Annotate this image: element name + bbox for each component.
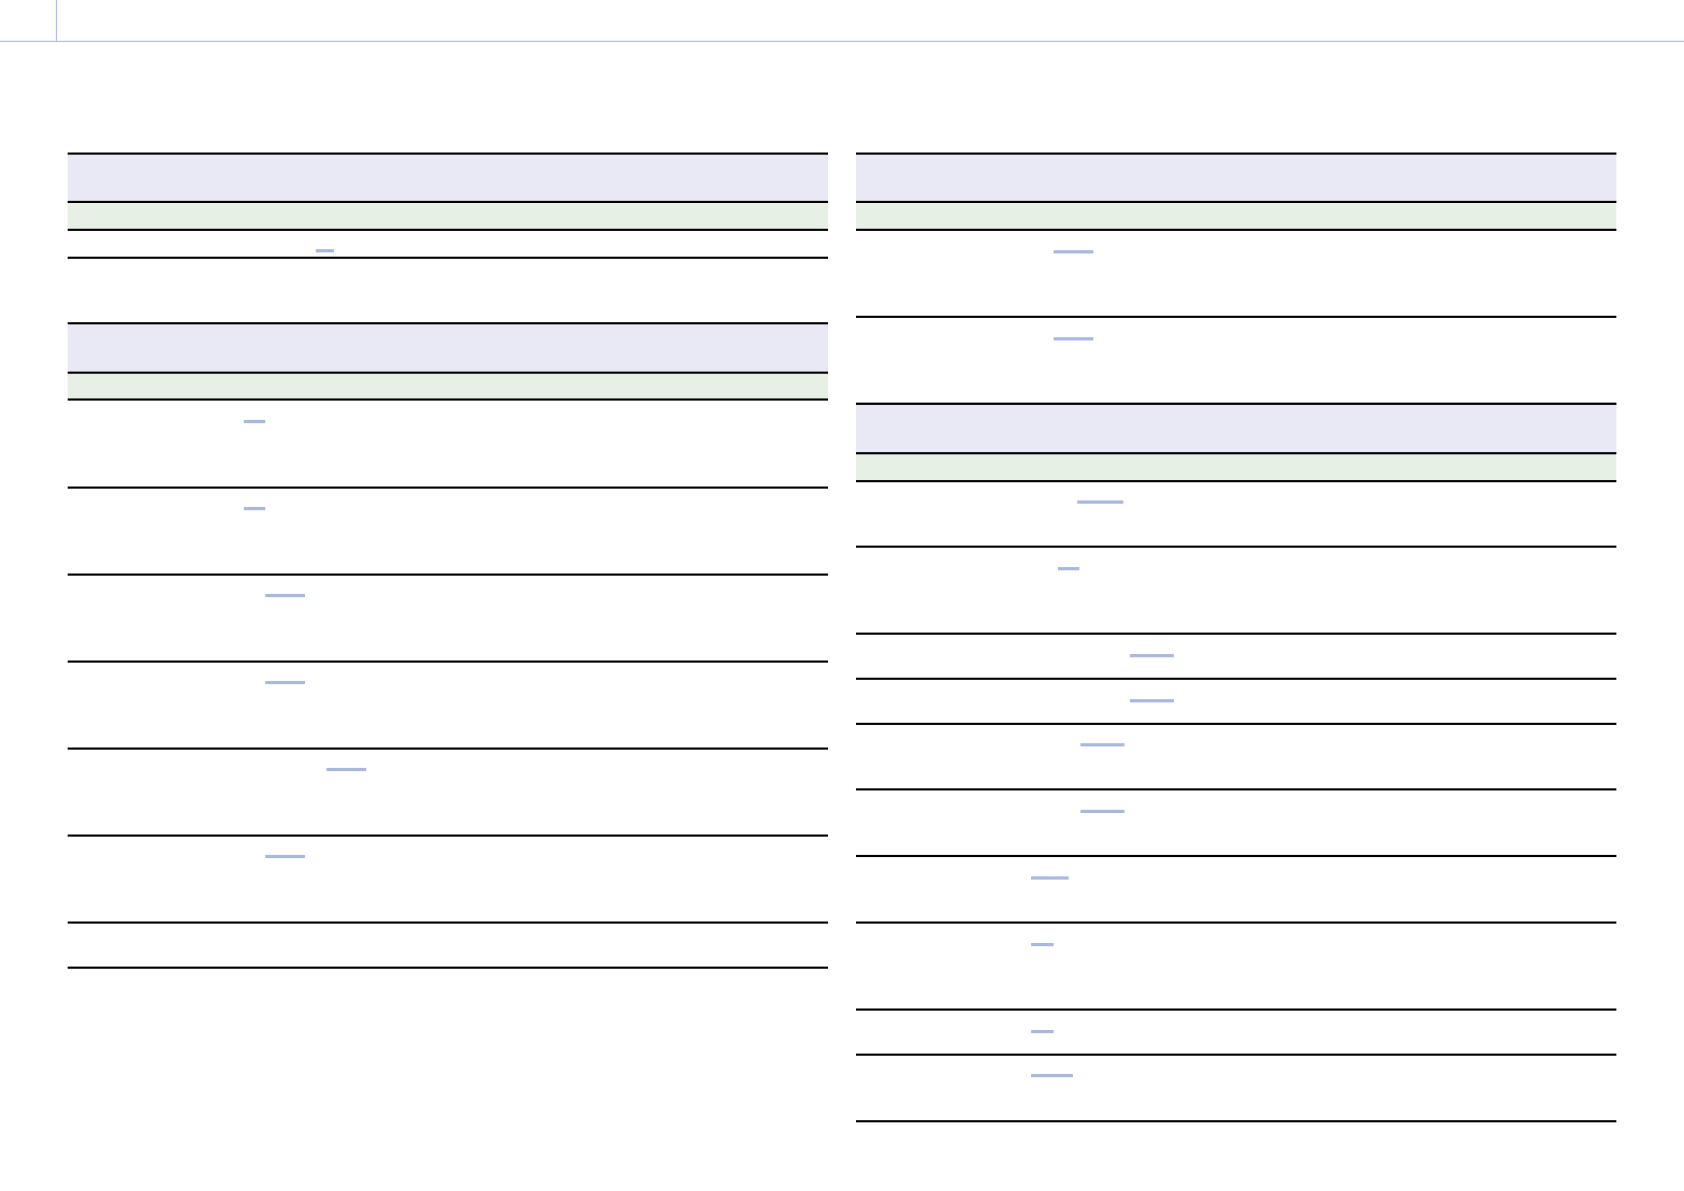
table-cell-link[interactable] <box>1077 500 1124 504</box>
table-row-divider <box>855 921 1617 924</box>
table-row-divider <box>855 1008 1617 1011</box>
table-row-divider <box>855 632 1617 635</box>
table-row-divider <box>67 966 829 969</box>
table-title-band <box>67 323 829 373</box>
table-row-divider <box>67 152 829 155</box>
table-row-divider <box>67 371 829 374</box>
table-row-divider <box>855 788 1617 791</box>
table-cell-link[interactable] <box>1080 743 1125 747</box>
table-title-band <box>855 153 1617 202</box>
table-row-divider <box>67 229 829 231</box>
table-cell-link[interactable] <box>1080 809 1125 814</box>
page-header-divider <box>55 0 57 41</box>
table-row-divider <box>855 229 1617 231</box>
table-cell-link[interactable] <box>1031 1029 1054 1034</box>
table-row-divider <box>67 834 829 837</box>
table-cell-link[interactable] <box>1129 654 1174 658</box>
table-cell-link[interactable] <box>1031 1074 1073 1078</box>
table-row-divider <box>67 201 829 203</box>
table-row-divider <box>855 723 1617 725</box>
table-row-divider <box>67 921 829 924</box>
table-row-divider <box>855 152 1617 155</box>
table-title-band <box>67 153 829 202</box>
table-cell-link[interactable] <box>1053 250 1094 254</box>
table-row-divider <box>855 1053 1617 1056</box>
table-subheader-band <box>855 201 1617 230</box>
table-row-divider <box>855 316 1617 318</box>
table-cell-link[interactable] <box>243 506 266 511</box>
page-header-rule <box>0 40 1684 42</box>
table-subheader-band <box>67 372 829 400</box>
table-subheader-band <box>855 453 1617 482</box>
table-cell-link[interactable] <box>1031 876 1069 880</box>
table-cell-link[interactable] <box>326 767 367 772</box>
table-row-divider <box>855 677 1617 680</box>
table-cell-link[interactable] <box>265 680 306 685</box>
table-cell-link[interactable] <box>1031 942 1054 947</box>
table-row-divider <box>855 201 1617 203</box>
table-cell-link[interactable] <box>265 593 306 598</box>
table-row-divider <box>67 660 829 663</box>
table-cell-link[interactable] <box>315 249 335 253</box>
table-row-divider <box>855 452 1617 455</box>
table-title-band <box>855 403 1617 454</box>
table-row-divider <box>67 322 829 325</box>
table-subheader-band <box>67 201 829 230</box>
table-row-divider <box>67 573 829 576</box>
table-row-divider <box>855 1120 1617 1123</box>
table-cell-link[interactable] <box>243 419 266 424</box>
table-cell-link[interactable] <box>265 854 306 859</box>
table-cell-link[interactable] <box>1129 699 1174 703</box>
table-row-divider <box>855 545 1617 548</box>
table-row-divider <box>855 855 1617 857</box>
table-row-divider <box>67 486 829 489</box>
table-cell-link[interactable] <box>1057 567 1080 571</box>
table-row-divider <box>67 398 829 401</box>
table-row-divider <box>67 747 829 750</box>
table-row-divider <box>855 403 1617 405</box>
table-row-divider <box>67 256 829 259</box>
table-row-divider <box>855 480 1617 482</box>
table-cell-link[interactable] <box>1053 337 1094 341</box>
